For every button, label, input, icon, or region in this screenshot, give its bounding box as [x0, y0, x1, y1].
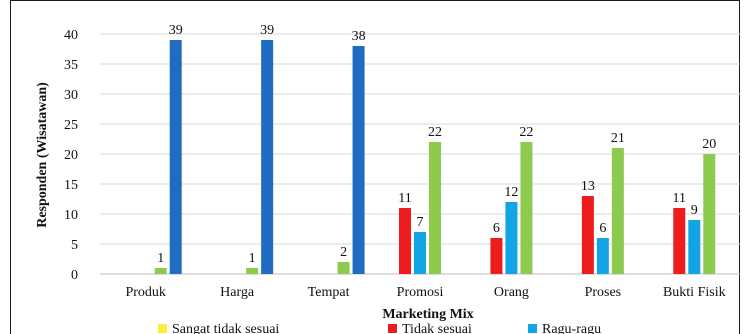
bar [520, 142, 533, 274]
legend-label: Sangat tidak sesuai [172, 322, 279, 334]
y-axis-ticks: 0 5 10 15 20 25 30 35 40 [64, 28, 78, 283]
y-tick-label: 30 [64, 88, 78, 103]
data-label: 7 [417, 215, 424, 230]
data-label: 1 [249, 251, 256, 266]
y-tick-label: 25 [64, 118, 78, 133]
data-label: 12 [504, 185, 518, 200]
bar [154, 268, 167, 274]
bar [581, 196, 594, 274]
x-category-label: Orang [494, 285, 529, 300]
y-tick-label: 40 [64, 28, 78, 43]
bar [505, 202, 518, 274]
y-axis-title: Responden (Wisatawan) [35, 82, 50, 228]
x-category-label: Bukti Fisik [663, 285, 726, 300]
legend: Sangat tidak sesuai Tidak sesuai Ragu-ragu [158, 322, 601, 334]
bar [246, 268, 259, 274]
data-labels: 1 39 1 39 2 38 11 7 22 6 12 22 13 6 21 11 9 20 [157, 23, 716, 266]
data-label: 21 [611, 131, 625, 146]
x-category-label: Tempat [308, 285, 350, 300]
y-tick-label: 20 [64, 148, 78, 163]
data-label: 9 [691, 203, 698, 218]
x-axis-categories: Produk Harga Tempat Promosi Orang Proses Bukti… [125, 285, 725, 300]
x-category-label: Promosi [397, 285, 444, 300]
data-label: 6 [599, 221, 606, 236]
bar [673, 208, 686, 274]
bar [352, 46, 365, 274]
bar [169, 40, 182, 274]
x-category-label: Proses [585, 285, 622, 300]
x-axis-title: Marketing Mix [382, 307, 473, 322]
data-label: 20 [702, 137, 716, 152]
bar [490, 238, 503, 274]
bar [688, 220, 701, 274]
bar [611, 148, 624, 274]
data-label: 2 [340, 245, 347, 260]
y-tick-label: 5 [71, 238, 78, 253]
legend-swatch [528, 324, 537, 333]
legend-swatch [388, 324, 397, 333]
data-label: 39 [169, 23, 183, 38]
data-label: 38 [352, 29, 366, 44]
y-tick-label: 35 [64, 58, 78, 73]
legend-label: Tidak sesuai [402, 322, 472, 334]
chart-border [10, 0, 740, 334]
data-label: 11 [673, 191, 686, 206]
bar [337, 262, 350, 274]
bar [703, 154, 716, 274]
bar [596, 238, 609, 274]
legend-label: Ragu-ragu [542, 322, 601, 334]
y-tick-label: 0 [71, 268, 78, 283]
bar [414, 232, 426, 274]
bar [261, 40, 274, 274]
x-category-label: Harga [220, 285, 255, 300]
bars [154, 40, 716, 274]
data-label: 22 [519, 125, 533, 140]
x-category-label: Produk [125, 285, 165, 300]
legend-swatch [158, 324, 167, 333]
data-label: 22 [428, 125, 442, 140]
data-label: 6 [493, 221, 500, 236]
gridlines [100, 33, 740, 275]
data-label: 11 [398, 191, 411, 206]
data-label: 13 [581, 179, 595, 194]
y-tick-label: 15 [64, 178, 78, 193]
data-label: 1 [157, 251, 164, 266]
bar [429, 142, 441, 274]
y-tick-label: 10 [64, 208, 78, 223]
data-label: 39 [260, 23, 274, 38]
bar [399, 208, 411, 274]
